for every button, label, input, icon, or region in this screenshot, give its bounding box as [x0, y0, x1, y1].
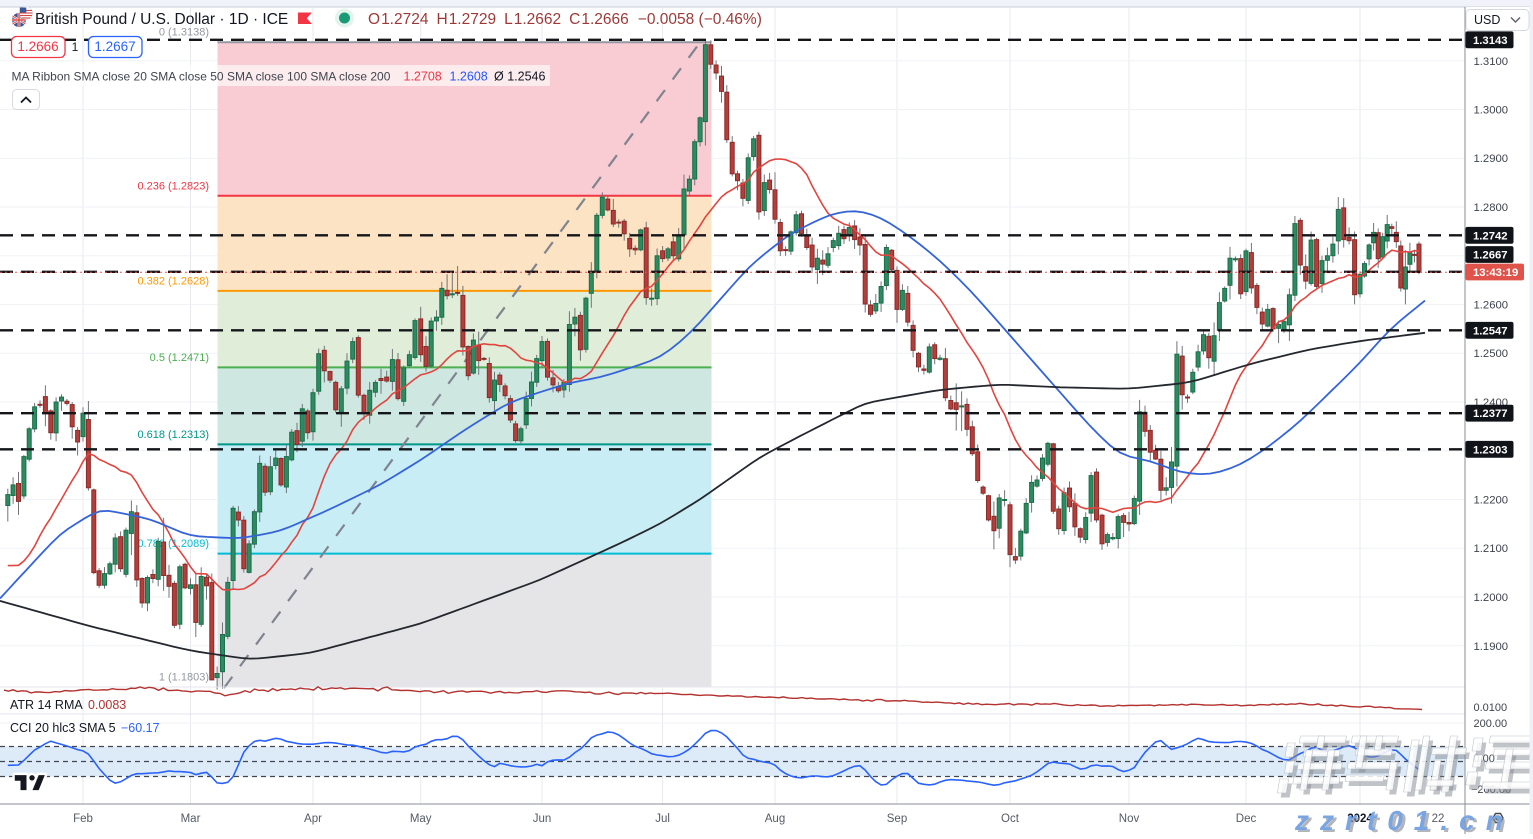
- svg-text:1.2742: 1.2742: [1473, 230, 1508, 242]
- svg-text:1 (1.1803): 1 (1.1803): [159, 672, 209, 684]
- svg-text:Aug: Aug: [765, 813, 785, 825]
- svg-text:Dec: Dec: [1236, 813, 1257, 825]
- svg-text:0.0100: 0.0100: [1474, 702, 1508, 714]
- svg-text:13:43:19: 13:43:19: [1473, 267, 1518, 279]
- svg-text:0.618 (1.2313): 0.618 (1.2313): [137, 429, 209, 441]
- svg-text:1.2800: 1.2800: [1474, 202, 1509, 214]
- svg-text:ATR 14 RMA: ATR 14 RMA: [10, 698, 83, 712]
- svg-text:British Pound / U.S. Dollar ·: British Pound / U.S. Dollar · 1D · ICE: [35, 11, 288, 28]
- svg-text:−60.17: −60.17: [121, 721, 160, 735]
- svg-text:Mar: Mar: [181, 813, 201, 825]
- svg-text:zzrt01.cn: zzrt01.cn: [1294, 805, 1514, 834]
- svg-text:0.0083: 0.0083: [88, 698, 126, 712]
- svg-text:1.2667: 1.2667: [94, 39, 135, 54]
- svg-text:CCI 20 hlc3 SMA 5: CCI 20 hlc3 SMA 5: [10, 721, 116, 735]
- svg-text:1.2547: 1.2547: [1473, 325, 1508, 337]
- svg-text:1.3100: 1.3100: [1474, 56, 1509, 68]
- svg-text:1.2500: 1.2500: [1474, 348, 1509, 360]
- svg-text:0.382 (1.2628): 0.382 (1.2628): [137, 275, 209, 287]
- svg-text:Jul: Jul: [655, 813, 670, 825]
- svg-text:1.2608: 1.2608: [450, 70, 488, 84]
- svg-text:0 (1.3138): 0 (1.3138): [159, 27, 209, 39]
- svg-text:Jun: Jun: [533, 813, 552, 825]
- svg-text:Apr: Apr: [304, 813, 322, 825]
- svg-text:1.2708: 1.2708: [404, 70, 442, 84]
- svg-text:1.2667: 1.2667: [1473, 250, 1508, 262]
- svg-text:1.2303: 1.2303: [1473, 444, 1508, 456]
- svg-text:1.2900: 1.2900: [1474, 153, 1509, 165]
- svg-text:1.3000: 1.3000: [1474, 105, 1509, 117]
- svg-text:1.2666: 1.2666: [17, 39, 58, 54]
- svg-text:Feb: Feb: [73, 813, 93, 825]
- svg-text:200.00: 200.00: [1474, 718, 1508, 730]
- svg-text:1.2200: 1.2200: [1474, 495, 1509, 507]
- svg-text:Sep: Sep: [887, 813, 907, 825]
- svg-text:MA Ribbon SMA close 20 SMA clo: MA Ribbon SMA close 20 SMA close 50 SMA …: [12, 70, 391, 84]
- svg-text:Nov: Nov: [1119, 813, 1140, 825]
- svg-text:Oct: Oct: [1001, 813, 1020, 825]
- svg-text:Ø 1.2546: Ø 1.2546: [494, 70, 545, 84]
- svg-text:1.2600: 1.2600: [1474, 300, 1509, 312]
- svg-text:1.2377: 1.2377: [1473, 408, 1508, 420]
- svg-text:1.1900: 1.1900: [1474, 641, 1509, 653]
- svg-text:1: 1: [72, 40, 79, 54]
- svg-text:USD: USD: [1474, 13, 1500, 27]
- svg-text:1.2100: 1.2100: [1474, 543, 1509, 555]
- svg-text:0.5 (1.2471): 0.5 (1.2471): [150, 352, 209, 364]
- svg-text:0.236 (1.2823): 0.236 (1.2823): [137, 180, 209, 192]
- svg-text:May: May: [410, 813, 432, 825]
- svg-text:1.3143: 1.3143: [1473, 35, 1508, 47]
- svg-text:1.2000: 1.2000: [1474, 592, 1509, 604]
